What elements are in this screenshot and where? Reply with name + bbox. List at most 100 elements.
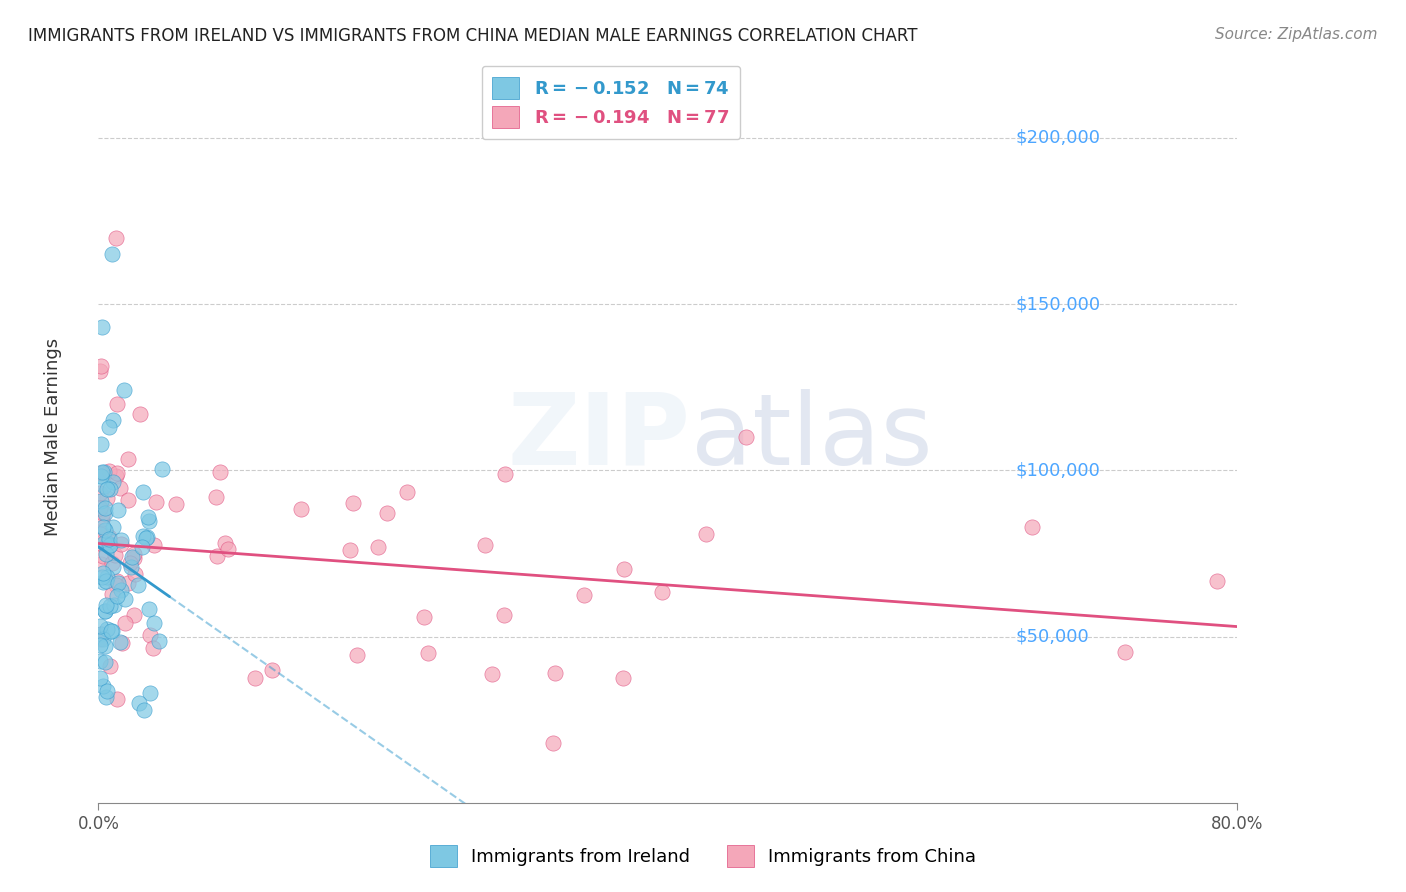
Immigrants from China: [105, 577, 128, 591]
Immigrants from Ireland: [90, 469, 112, 483]
Immigrants from Ireland: [103, 560, 125, 574]
Immigrants from China: [122, 547, 145, 561]
Immigrants from China: [481, 667, 503, 681]
Immigrants from Ireland: [96, 684, 118, 698]
Immigrants from China: [118, 557, 141, 571]
Immigrants from Ireland: [94, 524, 117, 538]
Immigrants from Ireland: [138, 510, 160, 524]
Immigrants from Ireland: [90, 493, 112, 508]
Immigrants from Ireland: [110, 533, 132, 547]
Immigrants from Ireland: [101, 413, 124, 427]
Immigrants from Ireland: [96, 570, 118, 584]
Immigrants from China: [651, 585, 673, 599]
Immigrants from China: [474, 538, 496, 552]
Immigrants from Ireland: [98, 539, 121, 553]
Immigrants from Ireland: [108, 634, 131, 648]
Immigrants from China: [129, 407, 152, 421]
Immigrants from Ireland: [98, 538, 121, 552]
Immigrants from China: [105, 692, 128, 706]
Immigrants from Ireland: [98, 532, 121, 546]
Immigrants from Ireland: [121, 550, 143, 565]
Immigrants from Ireland: [91, 320, 114, 334]
Immigrants from Ireland: [93, 604, 115, 618]
Immigrants from Ireland: [138, 601, 160, 615]
Immigrants from Ireland: [96, 536, 118, 550]
Immigrants from China: [544, 665, 567, 680]
Immigrants from Ireland: [110, 582, 132, 597]
Text: IMMIGRANTS FROM IRELAND VS IMMIGRANTS FROM CHINA MEDIAN MALE EARNINGS CORRELATIO: IMMIGRANTS FROM IRELAND VS IMMIGRANTS FR…: [28, 27, 918, 45]
Immigrants from Ireland: [91, 519, 114, 533]
Immigrants from China: [97, 464, 120, 478]
Immigrants from China: [124, 551, 146, 566]
Immigrants from Ireland: [101, 520, 124, 534]
Immigrants from Ireland: [94, 604, 117, 618]
Immigrants from Ireland: [91, 632, 114, 647]
Immigrants from China: [495, 467, 517, 482]
Immigrants from Ireland: [112, 383, 135, 397]
Immigrants from Ireland: [120, 559, 142, 574]
Immigrants from Ireland: [91, 574, 114, 589]
Immigrants from China: [105, 230, 128, 244]
Immigrants from Ireland: [89, 654, 111, 668]
Immigrants from China: [1114, 645, 1136, 659]
Immigrants from Ireland: [89, 638, 111, 652]
Immigrants from Ireland: [93, 506, 115, 520]
Immigrants from Ireland: [128, 696, 150, 710]
Text: $100,000: $100,000: [1015, 461, 1099, 479]
Immigrants from China: [89, 485, 111, 500]
Immigrants from China: [105, 574, 128, 589]
Legend: Immigrants from Ireland, Immigrants from China: Immigrants from Ireland, Immigrants from…: [423, 838, 983, 874]
Immigrants from China: [413, 610, 436, 624]
Immigrants from China: [104, 548, 127, 562]
Immigrants from Ireland: [135, 532, 157, 546]
Immigrants from China: [142, 641, 165, 656]
Immigrants from Ireland: [127, 578, 149, 592]
Immigrants from Ireland: [96, 574, 118, 589]
Immigrants from Ireland: [131, 541, 153, 555]
Immigrants from China: [1021, 520, 1043, 534]
Immigrants from Ireland: [135, 530, 157, 544]
Immigrants from China: [290, 502, 312, 516]
Immigrants from China: [89, 526, 111, 541]
Immigrants from China: [396, 484, 419, 499]
Immigrants from China: [143, 538, 166, 552]
Immigrants from Ireland: [132, 703, 155, 717]
Text: $200,000: $200,000: [1015, 128, 1101, 147]
Immigrants from China: [90, 627, 112, 641]
Immigrants from China: [209, 465, 232, 479]
Text: Source: ZipAtlas.com: Source: ZipAtlas.com: [1215, 27, 1378, 42]
Text: ZIP: ZIP: [508, 389, 690, 485]
Immigrants from China: [339, 543, 361, 558]
Immigrants from Ireland: [107, 502, 129, 516]
Immigrants from China: [89, 536, 111, 550]
Immigrants from Ireland: [94, 640, 117, 654]
Immigrants from Ireland: [98, 482, 121, 496]
Immigrants from China: [111, 636, 134, 650]
Immigrants from China: [90, 557, 112, 571]
Immigrants from China: [214, 536, 236, 550]
Immigrants from Ireland: [100, 624, 122, 638]
Text: $50,000: $50,000: [1015, 628, 1090, 646]
Immigrants from China: [124, 566, 146, 581]
Immigrants from Ireland: [139, 686, 162, 700]
Immigrants from China: [1205, 574, 1227, 589]
Immigrants from China: [243, 671, 266, 685]
Immigrants from Ireland: [148, 634, 170, 648]
Immigrants from Ireland: [98, 599, 121, 614]
Immigrants from Ireland: [107, 575, 129, 590]
Immigrants from China: [89, 363, 111, 377]
Immigrants from China: [494, 608, 516, 623]
Immigrants from China: [89, 632, 111, 646]
Immigrants from Ireland: [96, 482, 118, 496]
Immigrants from China: [117, 576, 139, 591]
Immigrants from China: [122, 607, 145, 622]
Immigrants from China: [117, 492, 139, 507]
Immigrants from Ireland: [91, 566, 114, 581]
Immigrants from China: [145, 494, 167, 508]
Immigrants from China: [543, 736, 565, 750]
Immigrants from Ireland: [132, 529, 155, 543]
Immigrants from China: [104, 469, 127, 483]
Text: atlas: atlas: [690, 389, 932, 485]
Immigrants from Ireland: [143, 616, 166, 631]
Immigrants from China: [90, 511, 112, 525]
